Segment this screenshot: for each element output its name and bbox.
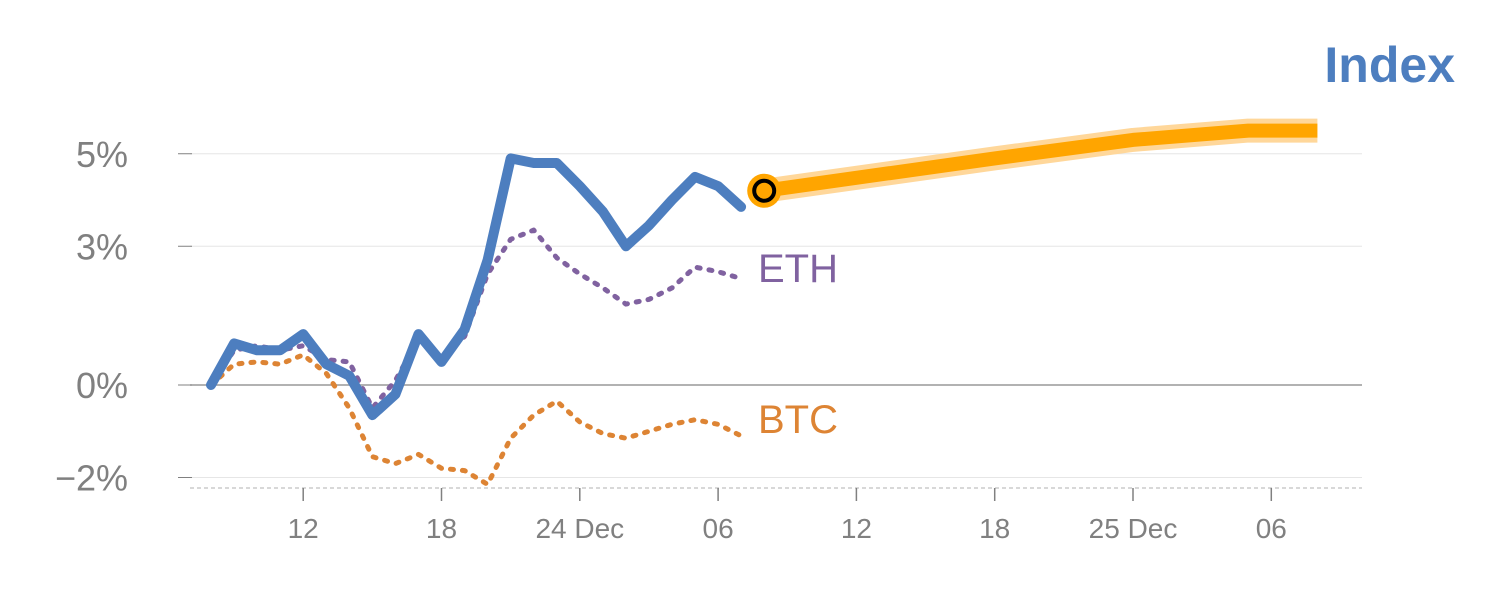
tick-layer: 5% 3% 0% −2% 12 18 24 Dec 06 12 18 25 Dec 06 xyxy=(55,134,1287,544)
btc-series-line xyxy=(208,352,744,487)
x-tick-label: 25 Dec xyxy=(1089,513,1178,544)
chart-title: Index xyxy=(1324,37,1455,93)
x-tick-label: 24 Dec xyxy=(535,513,624,544)
series-layer xyxy=(206,118,1318,487)
eth-series-label: ETH xyxy=(758,247,838,291)
btc-series-label: BTC xyxy=(758,398,838,442)
y-tick-label: 0% xyxy=(76,365,128,406)
index-series-line xyxy=(206,153,747,421)
y-tick-label: −2% xyxy=(55,458,128,499)
y-tick-label: 3% xyxy=(76,226,128,267)
eth-series-line xyxy=(208,227,744,411)
x-tick-label: 06 xyxy=(1256,513,1287,544)
forecast-series-line xyxy=(763,123,1318,198)
x-tick-label: 18 xyxy=(979,513,1010,544)
current-point-ring xyxy=(747,173,782,208)
y-tick-label: 5% xyxy=(76,134,128,175)
current-point-marker xyxy=(752,178,777,203)
label-layer: ETH BTC xyxy=(758,247,838,442)
x-tick-label: 18 xyxy=(426,513,457,544)
x-tick-label: 06 xyxy=(703,513,734,544)
x-tick-label: 12 xyxy=(288,513,319,544)
x-tick-label: 12 xyxy=(841,513,872,544)
grid-layer xyxy=(190,153,1362,489)
